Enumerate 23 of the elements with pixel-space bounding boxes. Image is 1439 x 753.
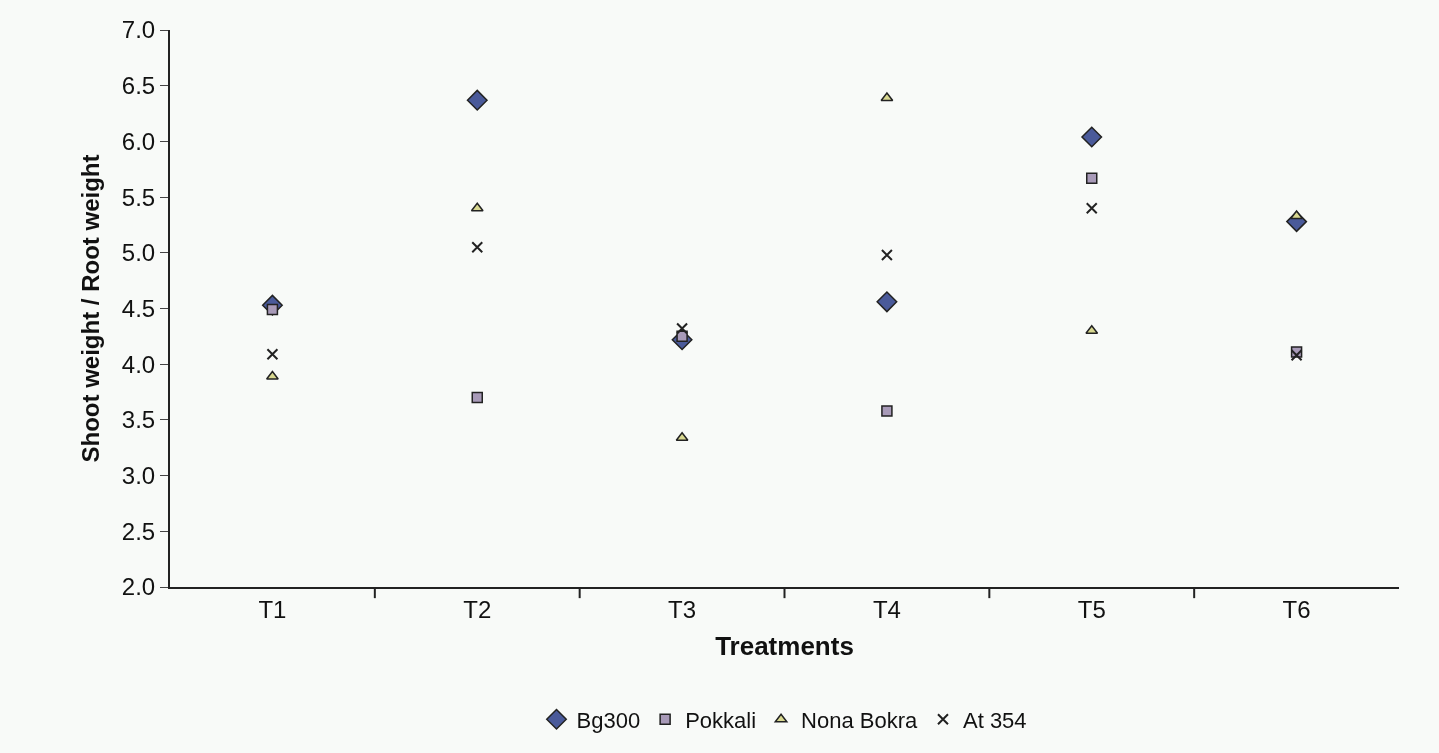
y-tick-label: 5.0 <box>121 239 156 267</box>
y-tick-label: 4.0 <box>121 350 156 378</box>
y-tick-label: 2.0 <box>121 573 156 601</box>
y-tick-label: 3.5 <box>121 406 156 434</box>
y-tick-label: 5.5 <box>121 183 156 211</box>
x-axis-title: Treatments <box>715 631 854 661</box>
y-tick-label: 3.0 <box>121 462 156 489</box>
x-tick-label: T5 <box>1077 595 1106 623</box>
y-tick-label: 2.5 <box>121 517 156 545</box>
x-tick-label: T3 <box>668 595 697 623</box>
legend-label: At 354 <box>962 707 1027 733</box>
y-tick-label: 4.5 <box>121 294 156 322</box>
y-tick-label: 6.5 <box>121 72 156 100</box>
y-tick-label: 6.0 <box>121 127 156 155</box>
legend-label: Nona Bokra <box>801 707 918 733</box>
x-tick-label: T4 <box>872 595 901 623</box>
legend-label: Bg300 <box>576 707 641 733</box>
legend-label: Pokkali <box>685 707 757 733</box>
x-tick-label: T1 <box>258 595 287 623</box>
y-axis-title: Shoot weight / Root weight <box>77 154 105 463</box>
y-tick-label: 7.0 <box>121 16 156 44</box>
x-tick-label: T2 <box>463 595 492 623</box>
x-tick-label: T6 <box>1282 595 1311 623</box>
